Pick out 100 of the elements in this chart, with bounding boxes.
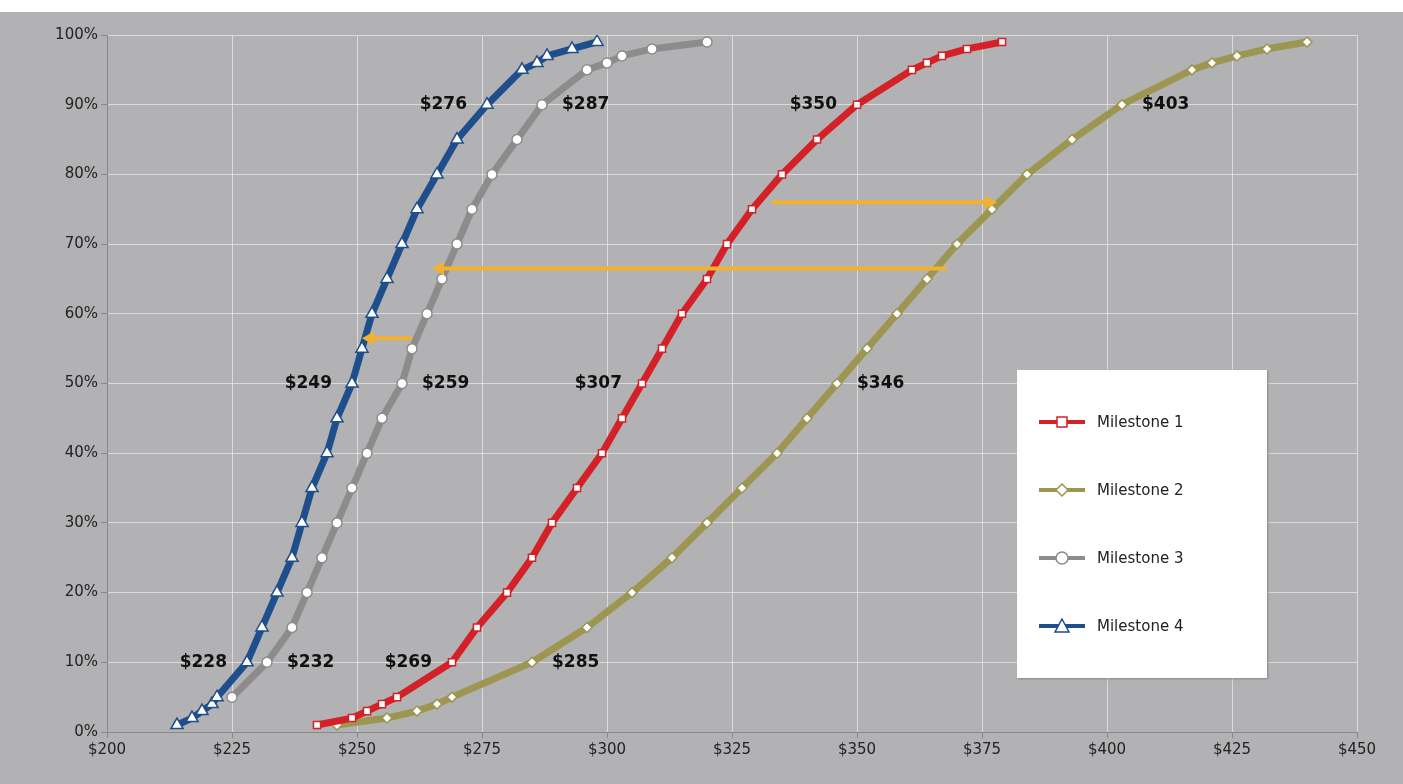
annotation: $346	[857, 371, 905, 392]
point	[511, 133, 523, 146]
y-tick-label: 40%	[64, 443, 98, 462]
point	[226, 691, 238, 703]
point	[396, 377, 408, 390]
x-tick-label: $425	[1212, 739, 1252, 758]
point	[185, 710, 199, 723]
point	[812, 135, 822, 144]
point	[331, 517, 343, 529]
point	[536, 98, 548, 111]
point	[472, 623, 482, 632]
point	[301, 586, 313, 599]
point	[210, 689, 224, 702]
point	[286, 621, 298, 634]
annotation: $232	[287, 650, 335, 671]
point	[395, 236, 409, 249]
point	[361, 447, 373, 459]
annotation: $307	[574, 371, 622, 392]
y-tick-label: 70%	[64, 233, 98, 252]
point	[450, 131, 464, 144]
point	[616, 50, 628, 62]
point	[480, 96, 494, 109]
point	[626, 586, 638, 599]
x-tick-label: $300	[587, 739, 627, 758]
y-tick-label: 30%	[64, 512, 98, 531]
point	[312, 720, 322, 730]
point	[701, 36, 713, 48]
point	[295, 515, 309, 528]
x-tick-label: $350	[837, 739, 877, 758]
point	[1116, 98, 1128, 111]
point	[515, 62, 529, 75]
annotation: $287	[562, 93, 610, 114]
point	[701, 517, 713, 529]
point	[1066, 133, 1078, 146]
point	[466, 203, 478, 215]
x-tick-label: $225	[212, 739, 252, 758]
annotation: $269	[384, 650, 432, 671]
point	[801, 412, 813, 425]
point	[736, 482, 748, 494]
point	[702, 274, 712, 284]
y-tick-label: 100%	[55, 24, 98, 43]
point	[410, 201, 424, 214]
point	[565, 41, 579, 54]
annotation: $249	[284, 371, 332, 392]
point	[831, 377, 843, 390]
point	[581, 64, 593, 76]
point	[852, 100, 862, 109]
point	[451, 238, 463, 250]
point	[195, 703, 209, 716]
point	[362, 706, 372, 716]
point	[316, 552, 328, 564]
point	[446, 691, 458, 703]
point	[392, 692, 402, 702]
point	[436, 273, 448, 285]
point	[305, 480, 319, 493]
point	[922, 58, 932, 68]
point	[997, 37, 1007, 47]
y-tick-label: 0%	[74, 721, 98, 740]
point	[581, 621, 593, 634]
point	[951, 238, 963, 250]
point	[891, 308, 903, 320]
point	[747, 204, 757, 214]
point	[921, 273, 933, 285]
point	[285, 550, 299, 562]
legend-label: Milestone 3	[1097, 548, 1184, 567]
point	[255, 619, 269, 632]
point	[572, 483, 582, 493]
point	[637, 379, 647, 388]
point	[1021, 168, 1033, 181]
point	[666, 552, 678, 564]
y-tick-label: 20%	[64, 582, 98, 601]
point	[270, 584, 284, 597]
point	[526, 656, 538, 669]
point	[907, 65, 917, 75]
point	[677, 309, 687, 319]
legend-label: Milestone 2	[1097, 480, 1184, 499]
point	[502, 588, 512, 597]
point	[657, 344, 667, 353]
y-tick-label: 60%	[64, 303, 98, 322]
point	[777, 170, 787, 179]
point	[346, 482, 358, 494]
x-tick-label: $450	[1337, 739, 1377, 758]
x-tick-label: $250	[337, 739, 377, 758]
point	[861, 342, 873, 355]
x-tick-label: $200	[87, 739, 127, 758]
annotation: $276	[419, 93, 467, 114]
point	[771, 447, 783, 459]
point	[261, 656, 273, 669]
legend-label: Milestone 1	[1097, 412, 1184, 431]
annotation: $285	[552, 650, 600, 671]
point	[430, 166, 444, 179]
point	[722, 239, 732, 249]
point	[421, 308, 433, 320]
point	[170, 717, 184, 730]
point	[590, 35, 604, 47]
point	[547, 518, 557, 528]
y-tick-label: 90%	[64, 94, 98, 113]
point	[530, 55, 544, 68]
point	[330, 410, 344, 423]
point	[406, 342, 418, 355]
